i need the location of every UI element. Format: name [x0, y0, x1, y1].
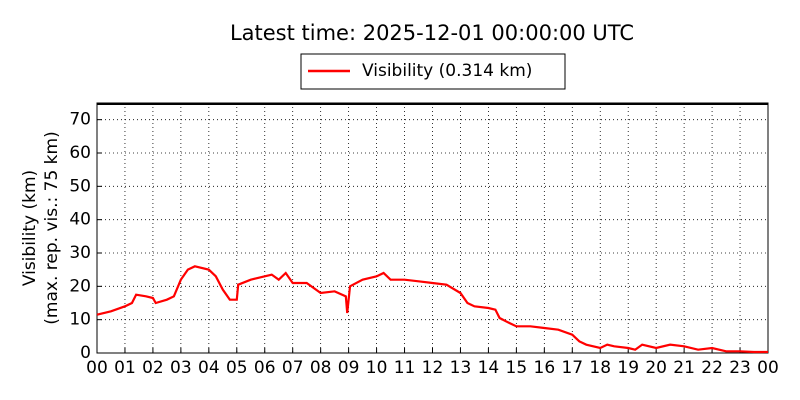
x-tick-label: 16 — [534, 358, 556, 378]
y-tick-label: 10 — [69, 310, 91, 330]
x-tick-label: 00 — [757, 358, 779, 378]
y-tick-label: 30 — [69, 243, 91, 263]
x-tick-label: 15 — [506, 358, 528, 378]
x-tick-label: 09 — [338, 358, 360, 378]
y-tick-label: 70 — [69, 110, 91, 130]
x-tick-label: 08 — [310, 358, 332, 378]
x-tick-label: 17 — [561, 358, 583, 378]
x-tick-label: 13 — [450, 358, 472, 378]
x-tick-label: 23 — [729, 358, 751, 378]
data-line — [96, 265, 769, 354]
chart-title: Latest time: 2025-12-01 00:00:00 UTC — [230, 21, 634, 45]
x-tick-label: 21 — [673, 358, 695, 378]
x-tick-label: 01 — [114, 358, 136, 378]
x-tick-label: 04 — [198, 358, 220, 378]
y-tick-label: 40 — [69, 210, 91, 230]
x-tick-label: 10 — [366, 358, 388, 378]
x-tick-label: 07 — [282, 358, 304, 378]
x-tick-label: 12 — [422, 358, 444, 378]
x-tick-label: 19 — [617, 358, 639, 378]
legend-label: Visibility (0.314 km) — [362, 61, 532, 81]
y-axis-label: (max. rep. vis.: 75 km) — [42, 131, 62, 324]
x-tick-label: 22 — [701, 358, 723, 378]
x-tick-label: 00 — [86, 358, 108, 378]
x-tick-label: 14 — [478, 358, 500, 378]
x-tick-label: 20 — [645, 358, 667, 378]
y-tick-label: 60 — [69, 143, 91, 163]
x-tick-label: 05 — [226, 358, 248, 378]
y-tick-label: 50 — [69, 176, 91, 196]
x-tick-label: 11 — [394, 358, 416, 378]
y-tick-label: 20 — [69, 276, 91, 296]
x-tick-label: 03 — [170, 358, 192, 378]
x-tick-label: 18 — [589, 358, 611, 378]
y-axis-label: Visibility (km) — [20, 170, 40, 286]
x-tick-label: 02 — [142, 358, 164, 378]
y-tick-label: 0 — [80, 343, 91, 363]
x-tick-label: 06 — [254, 358, 276, 378]
